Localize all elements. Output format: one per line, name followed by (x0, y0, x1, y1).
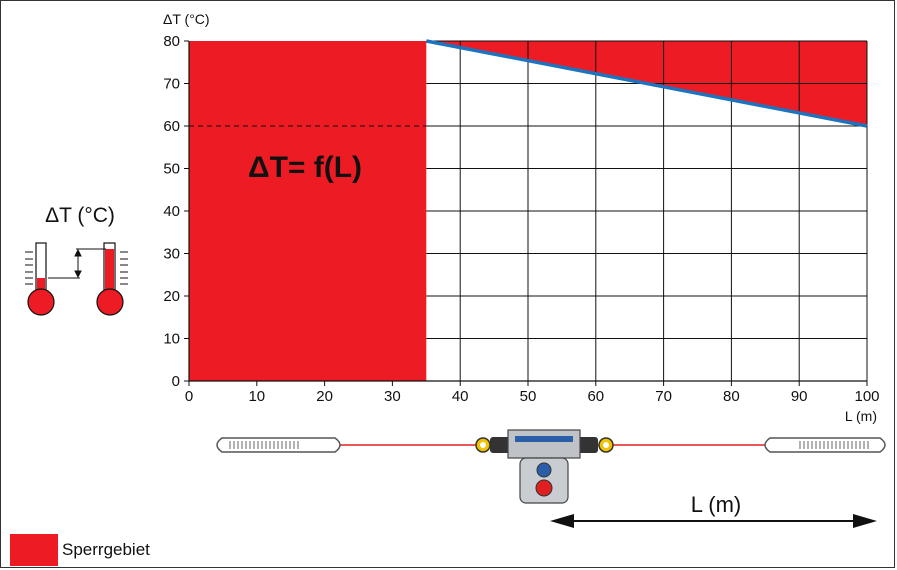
legend-swatch (10, 534, 58, 566)
y-tick-label: 50 (163, 161, 180, 178)
y-tick-label: 60 (163, 118, 180, 135)
y-tick-label: 80 (163, 33, 180, 50)
limit-line (425, 39, 868, 128)
y-tick-label: 40 (163, 203, 180, 220)
x-tick-label: 90 (791, 388, 808, 405)
length-dimension-label: L (m) (691, 492, 742, 517)
legend: Sperrgebiet (10, 534, 150, 566)
x-tick-label: 80 (723, 388, 740, 405)
thermometer-icon-low (25, 242, 55, 316)
blocked-region (189, 41, 427, 381)
x-tick-label: 10 (248, 388, 265, 405)
x-tick-label: 20 (316, 388, 333, 405)
x-tick-label: 40 (452, 388, 469, 405)
y-axis-title: ΔT (°C) (163, 11, 210, 27)
y-tick-label: 70 (163, 76, 180, 93)
delta-dimension-icon (48, 248, 106, 279)
rope-pull-switch-illustration (216, 429, 886, 504)
x-tick-label: 60 (587, 388, 604, 405)
thermometer-icon-high (96, 242, 128, 316)
y-tick-label: 0 (172, 373, 180, 390)
x-tick-label: 70 (655, 388, 672, 405)
length-dimension-arrow (550, 514, 877, 528)
x-tick-label: 100 (854, 388, 879, 405)
x-tick-label: 50 (520, 388, 537, 405)
y-tick-label: 30 (163, 246, 180, 263)
formula-label: ΔT= f(L) (248, 151, 362, 184)
delta-t-side-title: ΔT (°C) (45, 204, 115, 227)
x-tick-label: 0 (185, 388, 193, 405)
legend-label: Sperrgebiet (62, 540, 150, 559)
x-axis-title: L (m) (845, 408, 877, 424)
y-tick-label: 10 (163, 331, 180, 348)
y-tick-label: 20 (163, 288, 180, 305)
x-tick-label: 30 (384, 388, 401, 405)
